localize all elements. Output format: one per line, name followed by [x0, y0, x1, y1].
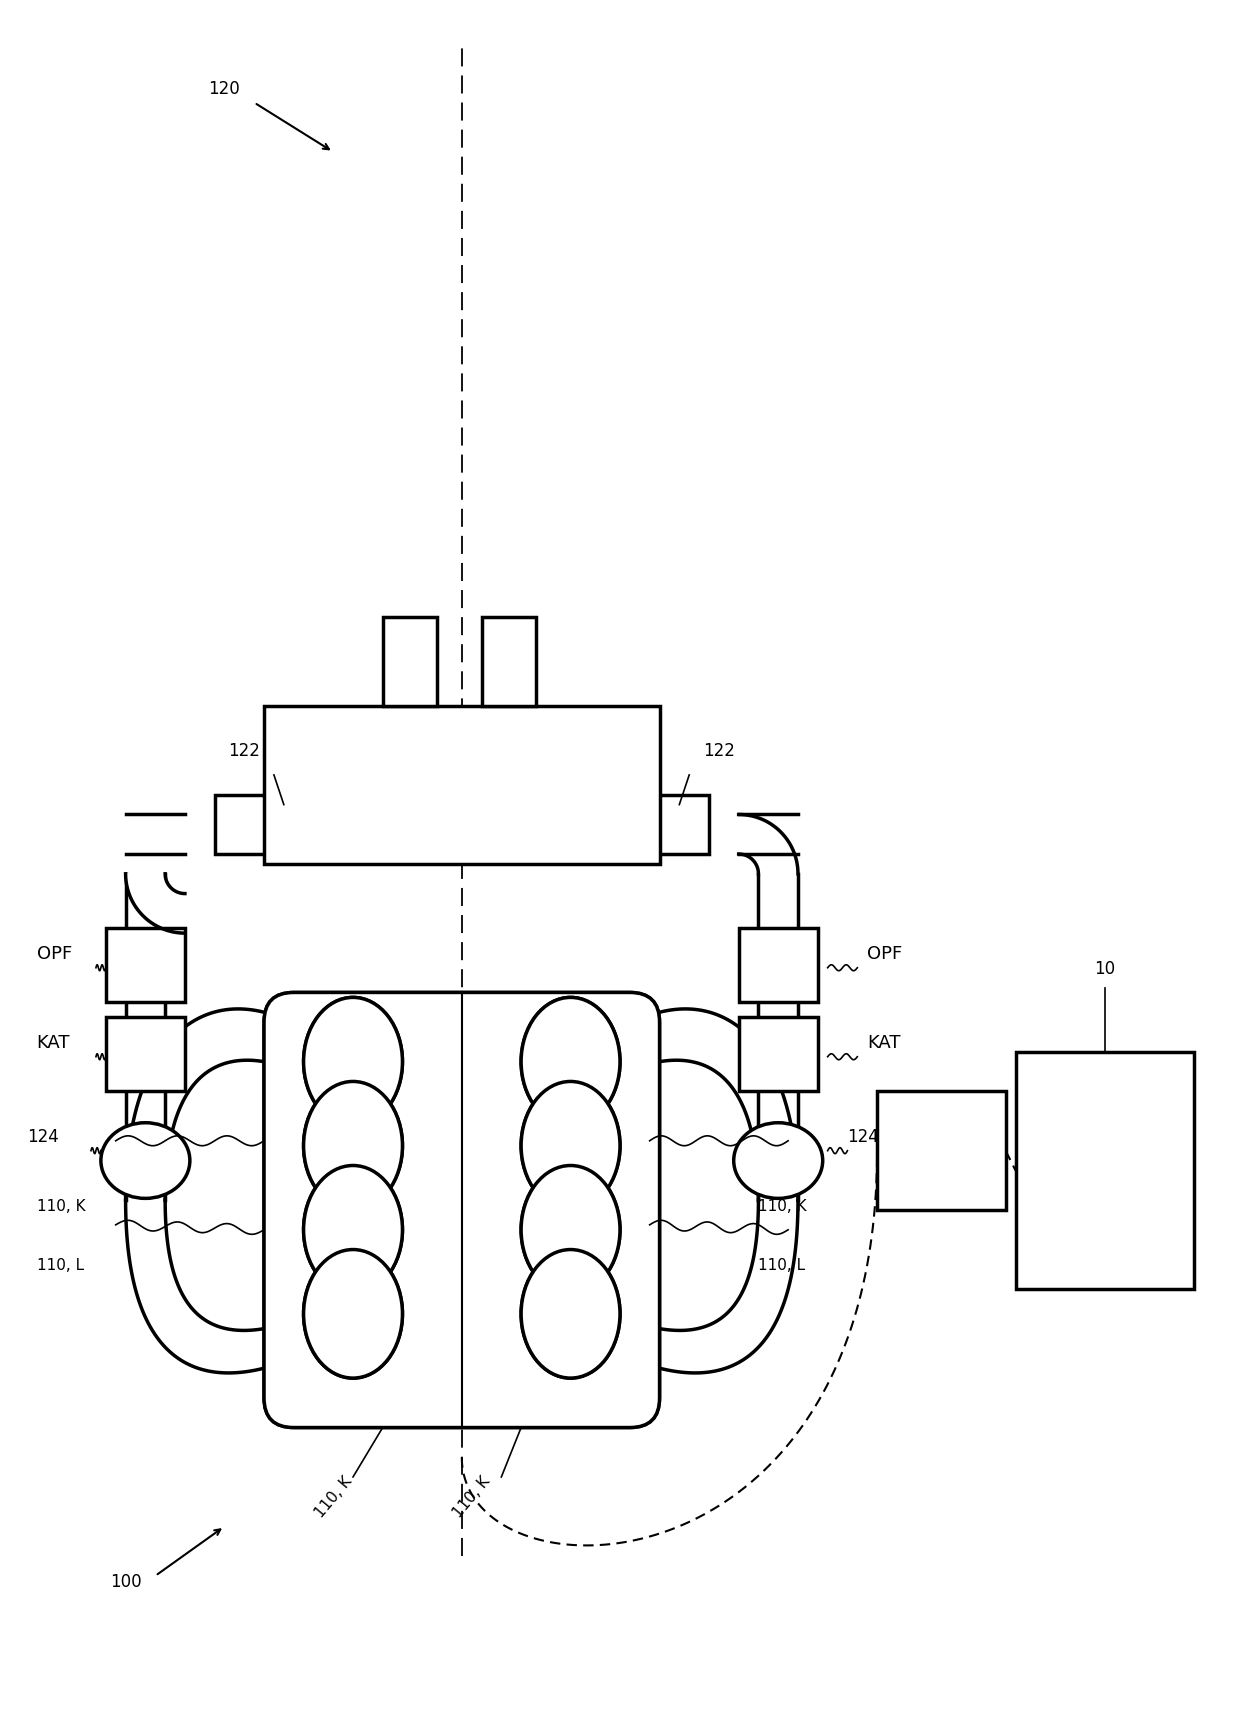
Bar	[877, 1092, 1006, 1210]
Bar	[1016, 1052, 1194, 1289]
Text: KAT: KAT	[37, 1034, 71, 1051]
Text: OPF: OPF	[37, 944, 72, 962]
Text: KAT: KAT	[867, 1034, 900, 1051]
Ellipse shape	[304, 1166, 403, 1294]
FancyBboxPatch shape	[264, 992, 660, 1428]
Text: 122: 122	[703, 742, 735, 759]
Ellipse shape	[304, 1250, 403, 1378]
Ellipse shape	[734, 1123, 822, 1198]
Bar	[655, 795, 709, 855]
Bar	[105, 929, 185, 1003]
Text: 124: 124	[27, 1128, 58, 1145]
Text: 110, L: 110, L	[759, 1258, 806, 1272]
Ellipse shape	[100, 1123, 190, 1198]
Text: 110, K: 110, K	[759, 1198, 807, 1214]
Polygon shape	[125, 874, 185, 934]
Text: 110, K: 110, K	[37, 1198, 86, 1214]
Bar	[739, 929, 817, 1003]
Polygon shape	[739, 814, 799, 874]
Ellipse shape	[304, 998, 403, 1126]
Text: 120: 120	[208, 79, 241, 98]
Ellipse shape	[304, 1250, 403, 1378]
Ellipse shape	[521, 1082, 620, 1210]
Bar	[264, 706, 660, 864]
Bar	[105, 1018, 185, 1092]
FancyBboxPatch shape	[264, 992, 660, 1428]
Ellipse shape	[521, 998, 620, 1126]
Bar	[215, 795, 269, 855]
Ellipse shape	[521, 998, 620, 1126]
Ellipse shape	[304, 1082, 403, 1210]
Text: OPF: OPF	[867, 944, 903, 962]
Text: 100: 100	[110, 1572, 141, 1591]
Text: 122: 122	[228, 742, 260, 759]
Text: 10: 10	[1094, 960, 1115, 977]
Polygon shape	[125, 1200, 264, 1373]
Ellipse shape	[521, 1166, 620, 1294]
Ellipse shape	[521, 1082, 620, 1210]
Polygon shape	[660, 1200, 799, 1373]
Bar	[481, 617, 536, 706]
Ellipse shape	[304, 998, 403, 1126]
Polygon shape	[660, 1010, 799, 1200]
Text: 124: 124	[847, 1128, 879, 1145]
Ellipse shape	[521, 1250, 620, 1378]
Text: 110, K: 110, K	[450, 1472, 494, 1520]
Ellipse shape	[304, 1166, 403, 1294]
Ellipse shape	[521, 1166, 620, 1294]
Text: 110, L: 110, L	[37, 1258, 84, 1272]
Ellipse shape	[304, 1082, 403, 1210]
Ellipse shape	[521, 1250, 620, 1378]
Polygon shape	[125, 1010, 264, 1200]
Text: 110, K: 110, K	[312, 1472, 355, 1520]
Bar	[739, 1018, 817, 1092]
Bar	[383, 617, 436, 706]
